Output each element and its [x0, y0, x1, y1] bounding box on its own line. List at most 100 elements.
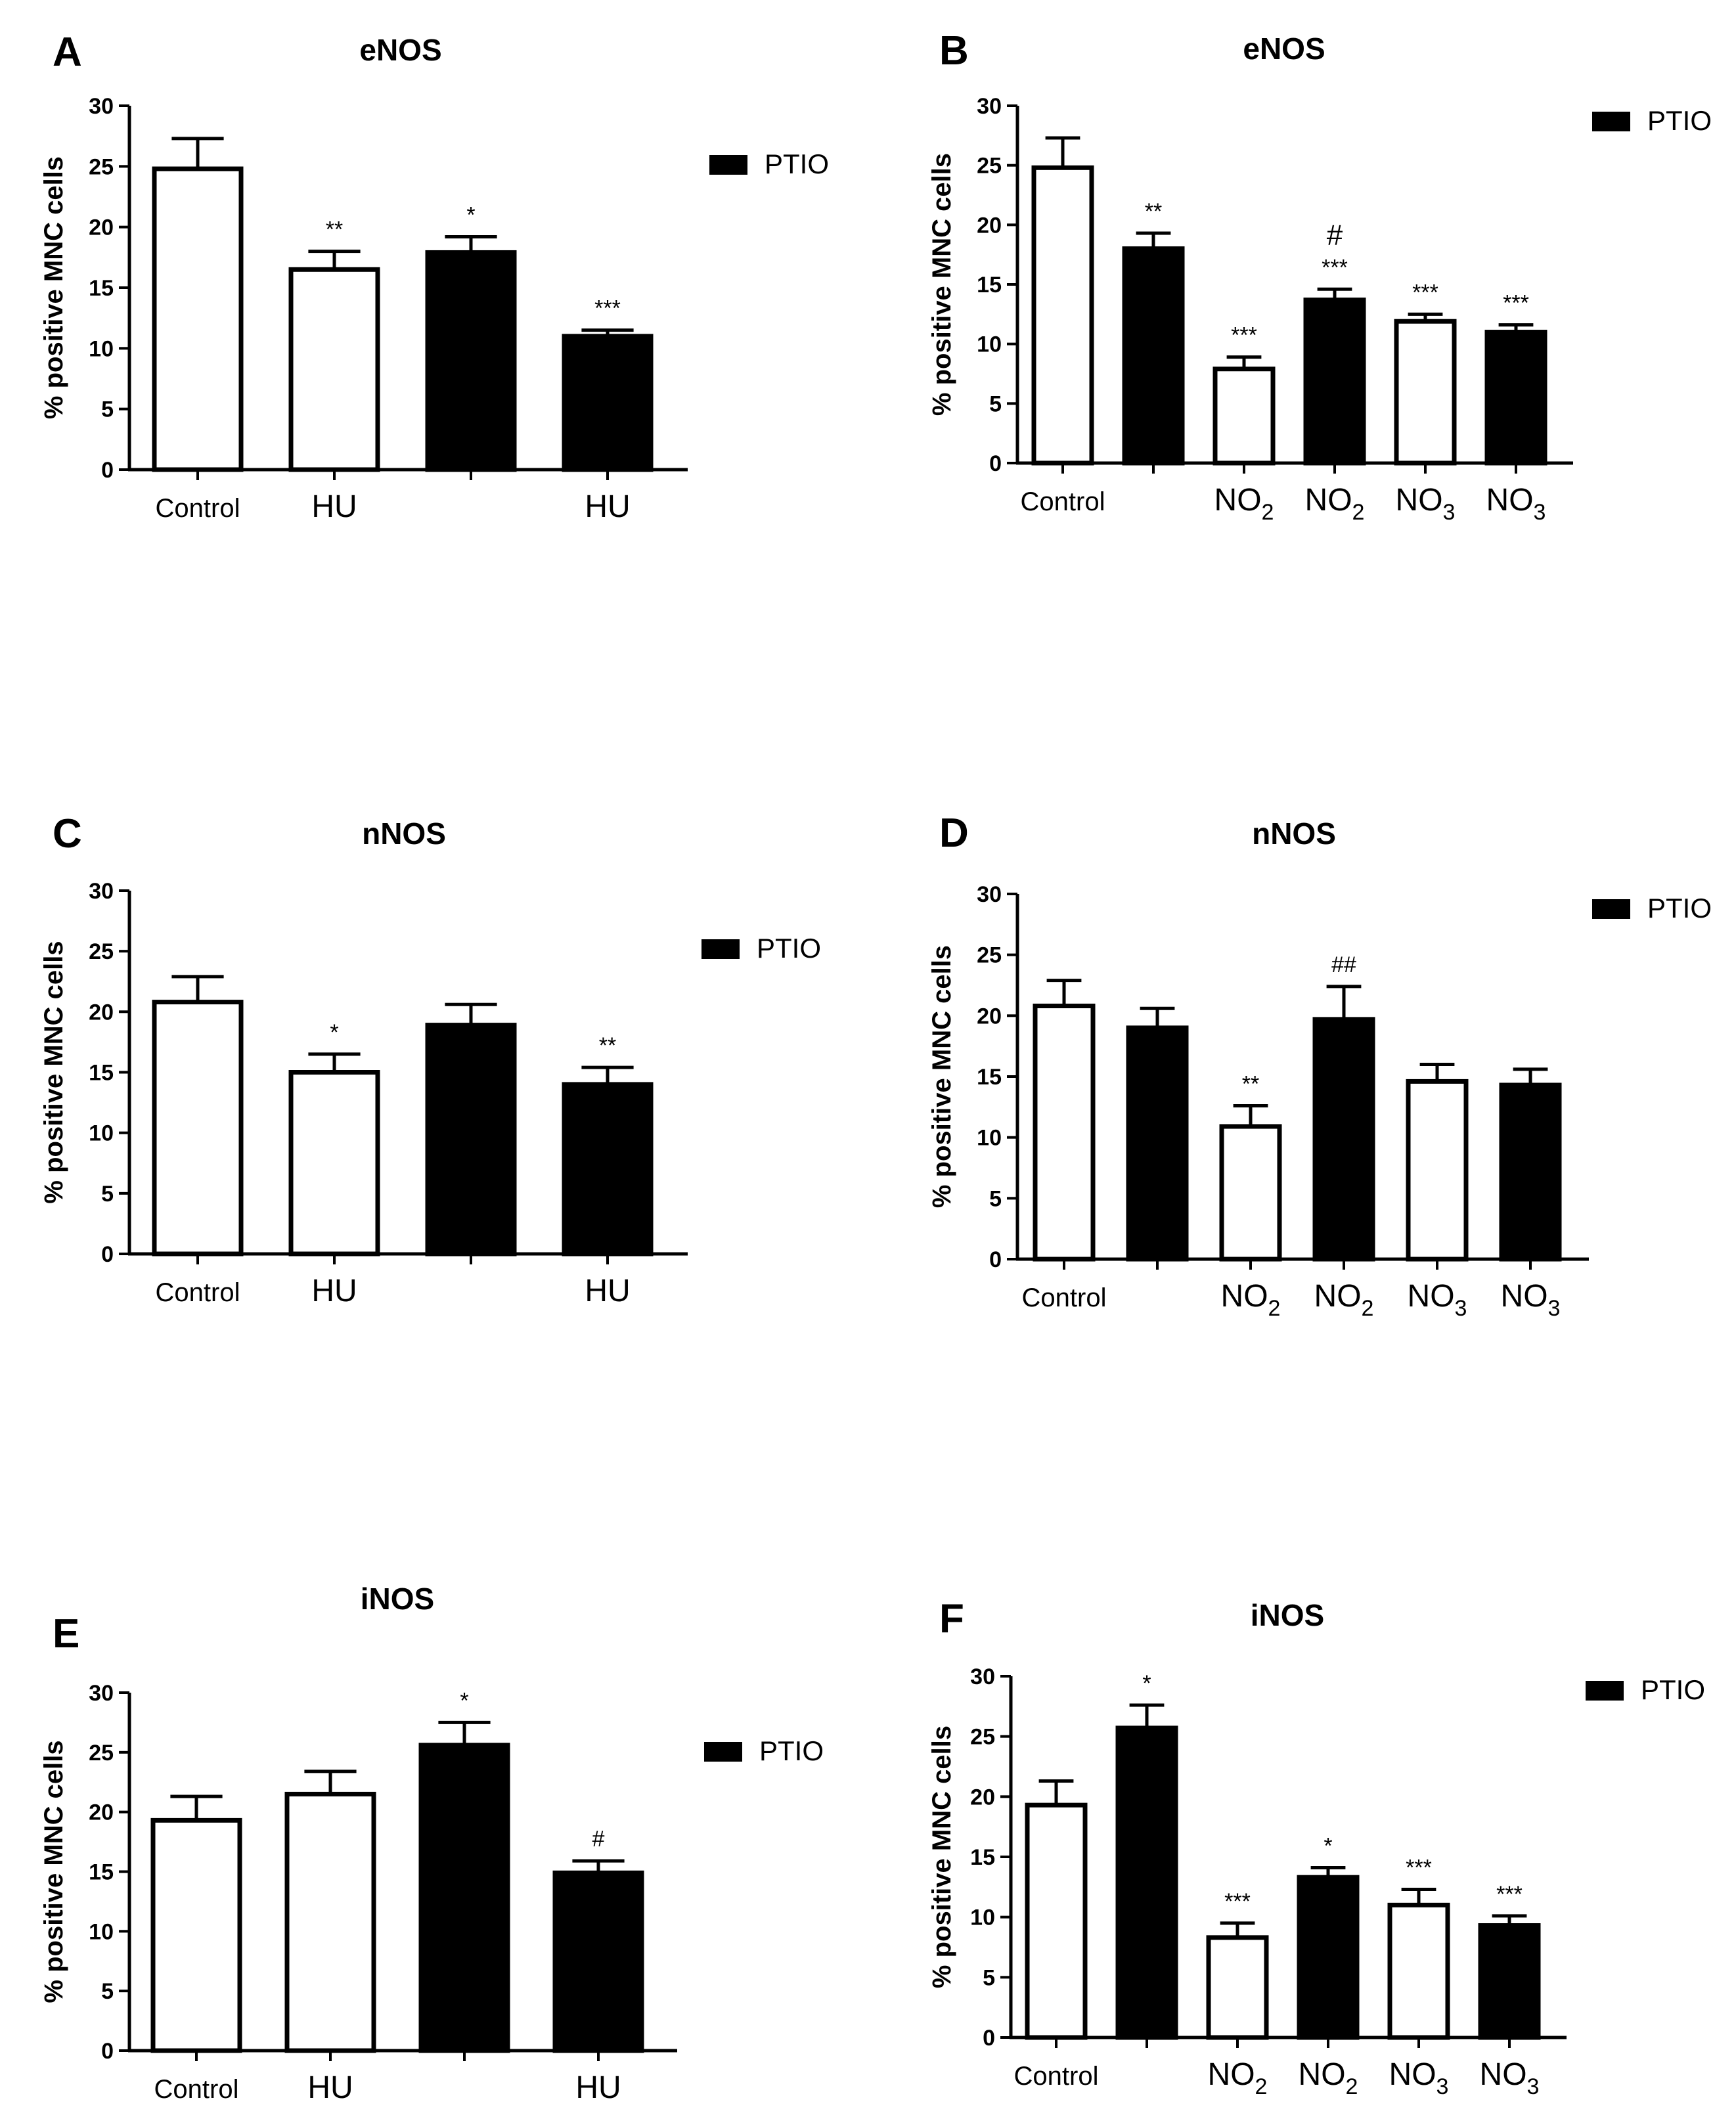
x-category-subscript: 3 — [1548, 1296, 1561, 1321]
bar — [1484, 330, 1547, 466]
bar — [1126, 1025, 1189, 1262]
panel-letter: B — [939, 28, 969, 74]
bar — [152, 166, 244, 472]
significance-label: *** — [1503, 291, 1529, 316]
y-axis-label: % positive MNC cells — [39, 941, 68, 1203]
bar — [552, 1870, 644, 2053]
x-category-label: NO2 — [1305, 483, 1365, 525]
bar — [1219, 1124, 1282, 1262]
legend-label: PTIO — [765, 148, 829, 179]
bar — [152, 1000, 244, 1257]
y-tick-label: 10 — [977, 332, 1002, 357]
x-category-label: HU — [585, 1274, 630, 1308]
y-tick-label: 20 — [977, 1004, 1002, 1029]
x-category-subscript: 3 — [1455, 1296, 1467, 1321]
x-category-label: NO2 — [1221, 1279, 1281, 1321]
y-tick-label: 5 — [101, 1979, 114, 2004]
bar — [284, 1791, 376, 2053]
legend-swatch — [704, 1742, 742, 1762]
x-category-label: HU — [311, 489, 357, 524]
significance-label: *** — [594, 296, 621, 321]
y-tick-label: 30 — [89, 1681, 114, 1706]
x-category-subscript: 2 — [1352, 500, 1365, 525]
bar — [1115, 1725, 1178, 2040]
y-tick-label: 0 — [983, 2026, 995, 2051]
x-category-label: NO3 — [1396, 483, 1456, 525]
significance-label: *** — [1406, 1856, 1432, 1881]
y-axis-label: % positive MNC cells — [927, 153, 956, 416]
legend-swatch — [709, 155, 747, 175]
chart-title: iNOS — [361, 1582, 434, 1616]
legend-label: PTIO — [1647, 893, 1712, 924]
x-category-subscript: 3 — [1436, 2074, 1449, 2099]
y-tick-label: 30 — [977, 882, 1002, 907]
x-category-label: NO2 — [1208, 2057, 1268, 2099]
x-category-label: HU — [307, 2070, 353, 2105]
bar — [1499, 1082, 1562, 1262]
x-category-label: HU — [585, 489, 630, 524]
y-tick-label: 5 — [989, 391, 1002, 416]
significance-label: * — [1142, 1671, 1151, 1696]
y-tick-label: 25 — [89, 154, 114, 179]
y-axis-label: % positive MNC cells — [927, 1725, 956, 1988]
y-axis-label: % positive MNC cells — [927, 945, 956, 1208]
y-tick-label: 25 — [89, 939, 114, 964]
significance-label: * — [460, 1688, 468, 1713]
significance-label: ** — [1242, 1071, 1259, 1096]
bar — [1478, 1923, 1541, 2040]
bar — [418, 1743, 510, 2053]
x-category-label: Control — [156, 1278, 240, 1307]
y-tick-label: 0 — [101, 2039, 114, 2064]
bar — [1033, 1004, 1096, 1262]
significance-label: ## — [1331, 952, 1356, 977]
x-category-label: Control — [1021, 487, 1105, 516]
x-category-label: HU — [311, 1274, 357, 1308]
x-category-label: NO3 — [1480, 2057, 1540, 2099]
y-tick-label: 5 — [989, 1186, 1002, 1211]
bar — [1031, 165, 1094, 466]
bar — [562, 334, 654, 472]
x-category-label: NO2 — [1214, 483, 1274, 525]
y-tick-label: 15 — [89, 1860, 114, 1885]
bar — [1394, 319, 1457, 466]
legend-label: PTIO — [757, 933, 821, 964]
y-tick-label: 25 — [970, 1725, 995, 1750]
y-tick-label: 0 — [989, 451, 1002, 476]
y-tick-label: 10 — [89, 1919, 114, 1944]
significance-label: * — [466, 202, 475, 227]
y-tick-label: 20 — [89, 1800, 114, 1825]
significance-label: * — [330, 1020, 338, 1045]
x-category-label: Control — [1014, 2062, 1099, 2091]
y-tick-label: 0 — [101, 1242, 114, 1267]
significance-label: * — [1324, 1834, 1332, 1859]
significance-label: *** — [1322, 255, 1348, 280]
bar — [1387, 1902, 1450, 2040]
significance-label: *** — [1496, 1882, 1523, 1907]
legend-label: PTIO — [1647, 105, 1712, 136]
x-category-subscript: 2 — [1262, 500, 1274, 525]
y-tick-label: 20 — [970, 1785, 995, 1810]
y-tick-label: 10 — [977, 1126, 1002, 1151]
x-category-label: NO2 — [1299, 2057, 1358, 2099]
bar — [1312, 1017, 1375, 1262]
panel-letter: D — [939, 811, 969, 856]
chart-title: iNOS — [1251, 1598, 1324, 1632]
y-tick-label: 30 — [977, 94, 1002, 119]
legend-swatch — [1592, 899, 1630, 919]
legend-label: PTIO — [759, 1735, 824, 1766]
bar — [1122, 246, 1185, 466]
legend-swatch — [1586, 1681, 1624, 1701]
y-tick-label: 25 — [89, 1741, 114, 1766]
x-category-subscript: 2 — [1362, 1296, 1374, 1321]
y-tick-label: 15 — [89, 276, 114, 301]
bar — [1213, 367, 1276, 466]
y-tick-label: 20 — [977, 213, 1002, 238]
bar — [562, 1082, 654, 1257]
y-tick-label: 10 — [89, 336, 114, 361]
chart-title: nNOS — [362, 816, 446, 851]
bar — [150, 1817, 242, 2053]
significance-label: ** — [1145, 199, 1162, 224]
x-category-subscript: 2 — [1346, 2074, 1358, 2099]
bar — [1206, 1935, 1269, 2040]
